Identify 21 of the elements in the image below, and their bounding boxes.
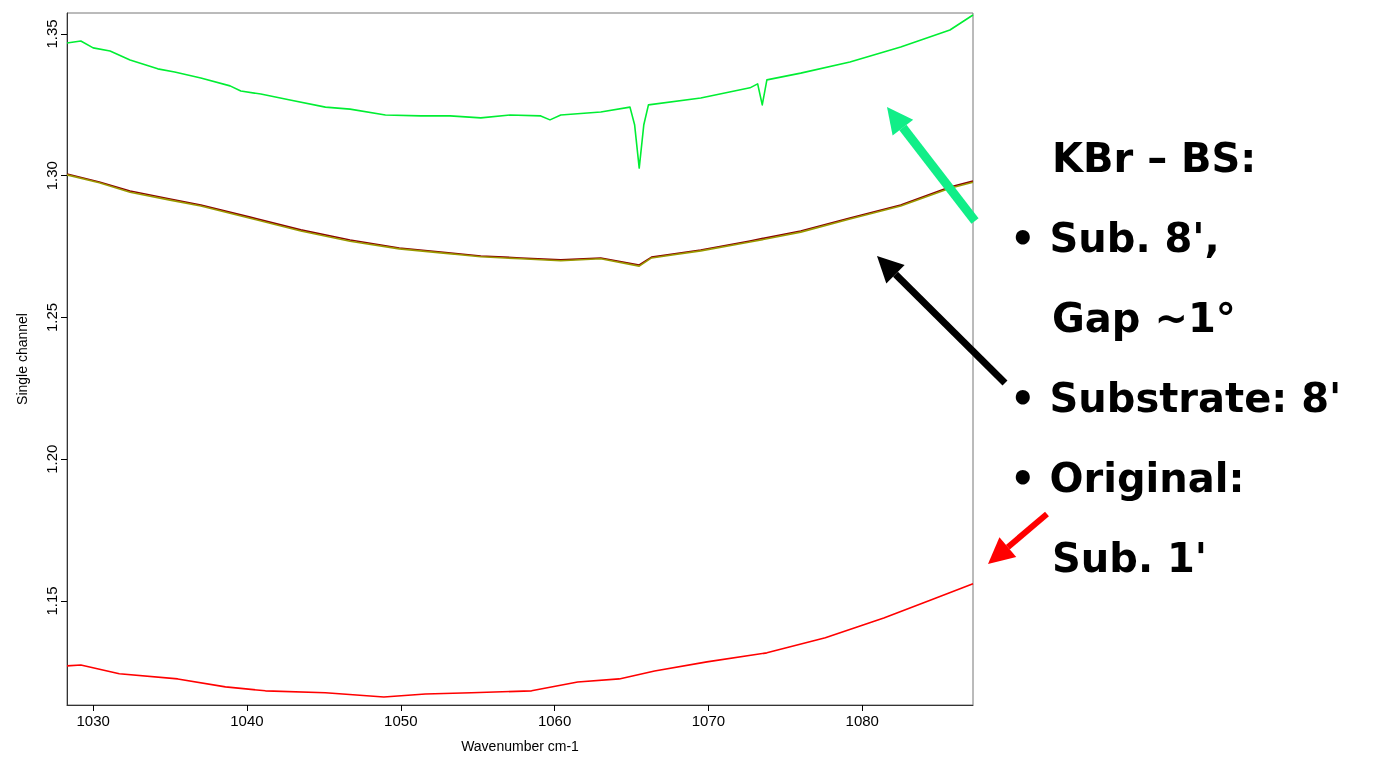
y-tick-label: 1.20 — [43, 444, 60, 474]
y-axis-title: Single channel — [14, 313, 30, 405]
x-tick-label: 1080 — [845, 712, 879, 729]
x-tick-label: 1050 — [384, 712, 418, 729]
x-tick-label: 1070 — [691, 712, 726, 729]
x-tick-label: 1060 — [537, 712, 572, 729]
y-tick-label: 1.35 — [43, 19, 60, 49]
line-series — [66, 14, 974, 169]
text: KBr – BS: — [1051, 134, 1258, 183]
y-tick-label: 1.30 — [43, 161, 60, 191]
x-axis-title: Wavenumber cm-1 — [461, 738, 580, 754]
line-series — [66, 582, 974, 698]
text: Gap ~1° — [1051, 294, 1237, 343]
x-tick-label: 1040 — [230, 712, 264, 729]
text: Sub. 1' — [1051, 534, 1209, 583]
x-tick-label: 1030 — [76, 712, 110, 729]
y-tick-label: 1.15 — [43, 586, 60, 616]
y-tick-label: 1.25 — [43, 302, 60, 333]
text: • Sub. 8', — [1010, 214, 1221, 263]
text: • Substrate: 8' — [1010, 374, 1342, 423]
text: • Original: — [1010, 454, 1246, 503]
